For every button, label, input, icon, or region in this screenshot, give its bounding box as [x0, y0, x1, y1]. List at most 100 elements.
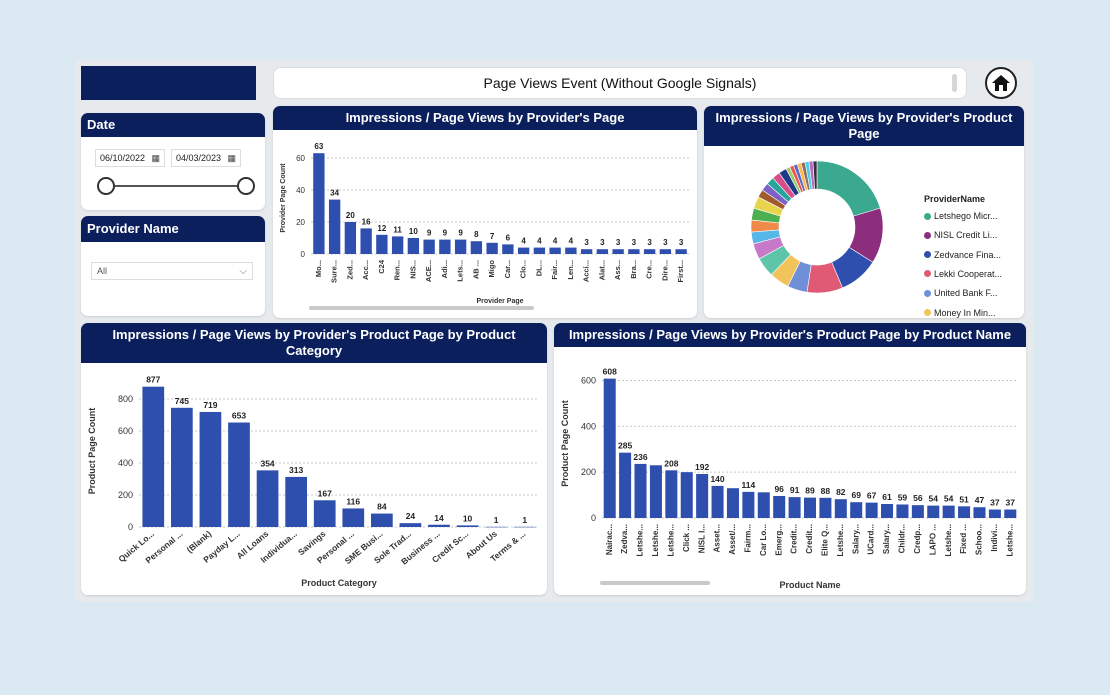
bar[interactable]: [502, 244, 514, 254]
date-range-end-handle[interactable]: [237, 177, 255, 195]
bar[interactable]: [634, 463, 647, 518]
bar[interactable]: [407, 238, 420, 254]
data-label: 8: [474, 230, 479, 239]
legend-item[interactable]: Money In Min...: [924, 308, 996, 318]
bar[interactable]: [313, 500, 336, 527]
bar[interactable]: [470, 241, 483, 254]
bar[interactable]: [711, 485, 724, 518]
bar[interactable]: [485, 526, 507, 528]
legend-swatch: [924, 289, 931, 297]
legend-label: Lekki Cooperat...: [934, 268, 1003, 279]
bar[interactable]: [665, 470, 678, 518]
bar[interactable]: [628, 249, 640, 254]
bar[interactable]: [533, 247, 546, 254]
data-label: 313: [289, 465, 303, 475]
bar[interactable]: [342, 508, 365, 527]
bar[interactable]: [927, 505, 940, 518]
start-date-input[interactable]: 06/10/2022 ▦: [95, 149, 165, 167]
data-label: 67: [867, 491, 877, 501]
bar[interactable]: [911, 505, 924, 518]
bar[interactable]: [423, 239, 435, 254]
bar[interactable]: [454, 239, 467, 254]
bar[interactable]: [603, 378, 616, 518]
legend-item[interactable]: Lekki Cooperat...: [924, 269, 1002, 279]
bar[interactable]: [958, 506, 971, 518]
bar[interactable]: [391, 236, 404, 254]
bar[interactable]: [675, 249, 687, 254]
date-range-track[interactable]: [105, 185, 245, 187]
horizontal-scrollbar[interactable]: [600, 581, 710, 585]
page-title-bar: Page Views Event (Without Google Signals…: [273, 67, 967, 99]
data-label: 24: [406, 511, 416, 521]
scrollbar[interactable]: [952, 74, 957, 92]
bar[interactable]: [680, 472, 693, 518]
bar[interactable]: [659, 249, 672, 254]
bar[interactable]: [439, 239, 451, 254]
bar[interactable]: [649, 465, 662, 518]
bar[interactable]: [612, 249, 624, 254]
legend-item[interactable]: Zedvance Fina...: [924, 250, 1001, 260]
provider-dropdown[interactable]: All ⌵: [91, 262, 253, 280]
bar[interactable]: [742, 491, 755, 518]
bar[interactable]: [726, 488, 739, 518]
bar[interactable]: [565, 247, 577, 254]
bar[interactable]: [142, 386, 165, 527]
bar[interactable]: [228, 422, 250, 527]
bar[interactable]: [199, 411, 222, 527]
home-button[interactable]: [985, 67, 1017, 99]
bar[interactable]: [865, 502, 878, 518]
data-label: 47: [975, 495, 985, 505]
legend-item[interactable]: United Bank F...: [924, 288, 998, 298]
bar[interactable]: [942, 505, 955, 518]
bar[interactable]: [850, 502, 863, 518]
bar[interactable]: [428, 524, 450, 527]
end-date-input[interactable]: 04/03/2023 ▦: [171, 149, 241, 167]
legend-item[interactable]: Letshego Micr...: [924, 211, 998, 221]
bar[interactable]: [549, 247, 561, 254]
bar[interactable]: [803, 497, 817, 518]
data-label: 37: [990, 498, 1000, 508]
bar[interactable]: [456, 525, 479, 527]
bar[interactable]: [513, 526, 536, 528]
x-tick-label: Clo...: [519, 260, 528, 278]
bar[interactable]: [517, 247, 530, 254]
bar[interactable]: [834, 499, 847, 518]
legend-swatch: [924, 212, 931, 220]
bar[interactable]: [371, 513, 393, 527]
provider-dropdown-value: All: [97, 266, 108, 276]
product-category-chart-card: Impressions / Page Views by Provider's P…: [81, 323, 547, 595]
bar[interactable]: [896, 504, 909, 518]
x-tick-label: Fixed ...: [959, 524, 968, 554]
bar[interactable]: [1004, 509, 1017, 518]
bar[interactable]: [773, 495, 786, 518]
bar[interactable]: [696, 473, 709, 518]
bar[interactable]: [486, 242, 498, 254]
donut-slice[interactable]: [816, 160, 881, 217]
bar[interactable]: [285, 476, 307, 527]
bar[interactable]: [788, 497, 801, 518]
x-tick-label: Acci...: [582, 260, 591, 282]
bar[interactable]: [399, 523, 422, 527]
bar[interactable]: [328, 199, 341, 254]
x-tick-label: Letshe...: [944, 524, 953, 556]
bar[interactable]: [819, 497, 832, 518]
x-tick-label: Mo...: [314, 260, 323, 277]
donut-slice[interactable]: [812, 160, 818, 190]
bar[interactable]: [376, 234, 388, 254]
bar[interactable]: [344, 222, 357, 254]
bar[interactable]: [313, 153, 325, 254]
bar[interactable]: [171, 407, 193, 527]
date-range-start-handle[interactable]: [97, 177, 115, 195]
bar[interactable]: [643, 249, 656, 254]
bar[interactable]: [256, 470, 279, 527]
bar[interactable]: [596, 249, 609, 254]
horizontal-scrollbar[interactable]: [309, 306, 534, 310]
bar[interactable]: [757, 492, 770, 518]
bar[interactable]: [988, 509, 1001, 518]
bar[interactable]: [619, 452, 632, 518]
bar[interactable]: [881, 504, 894, 518]
bar[interactable]: [580, 249, 593, 254]
bar[interactable]: [973, 507, 986, 518]
bar[interactable]: [360, 228, 372, 254]
legend-item[interactable]: NISL Credit Li...: [924, 230, 997, 240]
